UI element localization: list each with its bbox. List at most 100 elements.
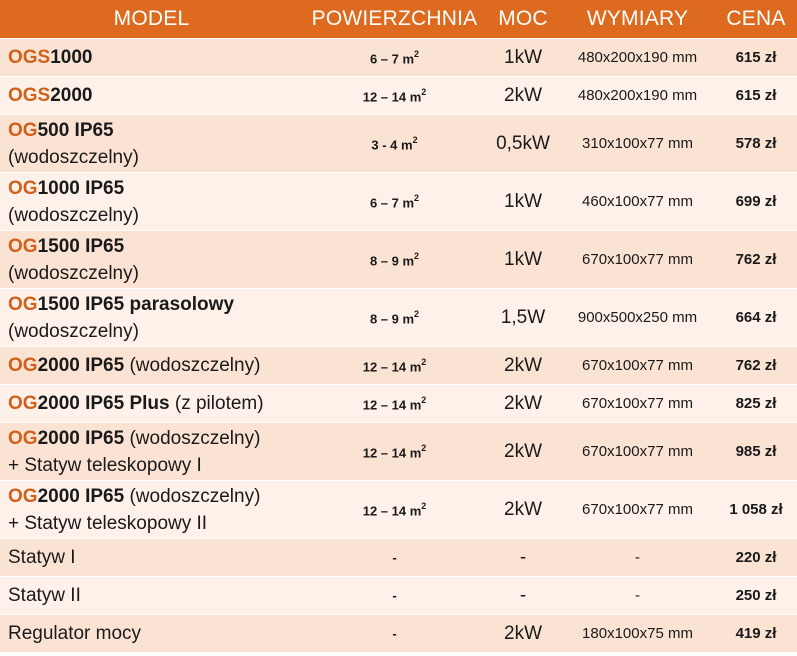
model-note: Statyw I [8, 547, 76, 568]
table-row: OG1500 IP65 (wodoszczelny) 8 – 9 m2 1kW 670x… [0, 230, 797, 288]
area-unit-exponent: 2 [414, 309, 420, 320]
model-cell: OG2000 IP65 (wodoszczelny) + Statyw teles… [0, 422, 303, 480]
dims-cell: 670x100x77 mm [560, 346, 715, 384]
price-cell: 615 zł [715, 76, 797, 114]
area-unit-exponent: 2 [421, 443, 427, 454]
dims-cell: 480x200x190 mm [560, 38, 715, 76]
price-cell: 419 zł [715, 614, 797, 652]
area-value: 3 - 4 m [371, 137, 413, 153]
header-dims: WYMIARY [560, 0, 715, 38]
table-row: OG2000 IP65 (wodoszczelny) 12 – 14 m2 2kW 6… [0, 346, 797, 384]
power-cell: 1,5W [486, 288, 560, 346]
header-row: MODEL POWIERZCHNIA MOC WYMIARY CENA [0, 0, 797, 38]
power-cell: - [486, 576, 560, 614]
model-prefix: OG [8, 293, 38, 315]
model-prefix: OGS [8, 85, 51, 106]
area-cell: - [303, 538, 486, 576]
power-cell: 1kW [486, 230, 560, 288]
model-line2: + Statyw teleskopowy I [8, 454, 202, 476]
model-note: (z pilotem) [169, 393, 264, 414]
model-note: Statyw II [8, 585, 81, 606]
area-value: 12 – 14 m [362, 359, 422, 375]
model-cell: OG1500 IP65 (wodoszczelny) [0, 230, 303, 288]
table-row: OG1500 IP65 parasolowy (wodoszczelny) 8 –… [0, 288, 797, 346]
model-prefix: OG [8, 119, 38, 141]
area-unit-exponent: 2 [421, 395, 427, 406]
power-cell: 1kW [486, 38, 560, 76]
table-row: OG500 IP65 (wodoszczelny) 3 - 4 m2 0,5kW 310… [0, 114, 797, 172]
area-cell: 8 – 9 m2 [303, 288, 486, 346]
area-unit-exponent: 2 [421, 87, 427, 98]
model-note: (wodoszczelny) [124, 427, 261, 449]
area-value: 12 – 14 m [362, 503, 422, 519]
model-cell: OGS1000 [0, 38, 303, 76]
area-value: 12 – 14 m [362, 445, 422, 461]
model-line2: (wodoszczelny) [8, 320, 139, 342]
price-cell: 1 058 zł [715, 480, 797, 538]
model-cell: OG1500 IP65 parasolowy (wodoszczelny) [0, 288, 303, 346]
model-cell: OG2000 IP65 (wodoszczelny) + Statyw teles… [0, 480, 303, 538]
power-cell: - [486, 538, 560, 576]
price-cell: 615 zł [715, 38, 797, 76]
area-value: 6 – 7 m [369, 195, 415, 211]
area-cell: 12 – 14 m2 [303, 76, 486, 114]
model-cell: OGS2000 [0, 76, 303, 114]
power-cell: 2kW [486, 614, 560, 652]
model-note: (wodoszczelny) [124, 355, 261, 376]
power-cell: 1kW [486, 172, 560, 230]
area-value: 12 – 14 m [362, 89, 422, 105]
header-model: MODEL [0, 0, 303, 38]
area-unit-exponent: 2 [414, 49, 420, 60]
model-prefix: OG [8, 393, 38, 414]
model-line2: (wodoszczelny) [8, 146, 139, 168]
area-value: - [392, 588, 397, 603]
area-cell: 12 – 14 m2 [303, 422, 486, 480]
area-unit-exponent: 2 [414, 193, 420, 204]
table-row: OG2000 IP65 (wodoszczelny) + Statyw teles… [0, 422, 797, 480]
power-cell: 2kW [486, 480, 560, 538]
model-name: 2000 IP65 Plus [37, 393, 170, 414]
price-cell: 220 zł [715, 538, 797, 576]
model-cell: Statyw II [0, 576, 303, 614]
table-row: OG2000 IP65 (wodoszczelny) + Statyw teles… [0, 480, 797, 538]
area-cell: 12 – 14 m2 [303, 384, 486, 422]
area-value: 8 – 9 m [369, 253, 415, 269]
area-value: 12 – 14 m [362, 397, 422, 413]
area-value: 8 – 9 m [369, 311, 415, 327]
area-cell: 6 – 7 m2 [303, 172, 486, 230]
area-unit-exponent: 2 [414, 251, 420, 262]
area-cell: 6 – 7 m2 [303, 38, 486, 76]
dims-cell: 180x100x75 mm [560, 614, 715, 652]
model-cell: OG2000 IP65 (wodoszczelny) [0, 346, 303, 384]
dims-cell: 310x100x77 mm [560, 114, 715, 172]
area-cell: 12 – 14 m2 [303, 480, 486, 538]
power-cell: 0,5kW [486, 114, 560, 172]
power-cell: 2kW [486, 384, 560, 422]
dims-cell: 670x100x77 mm [560, 384, 715, 422]
power-cell: 2kW [486, 76, 560, 114]
dims-cell: 480x200x190 mm [560, 76, 715, 114]
model-prefix: OG [8, 355, 38, 376]
model-cell: Regulator mocy [0, 614, 303, 652]
model-name: 1500 IP65 parasolowy [37, 293, 235, 315]
model-name: 2000 IP65 [37, 485, 125, 507]
model-line2: (wodoszczelny) [8, 262, 139, 284]
price-cell: 699 zł [715, 172, 797, 230]
model-prefix: OG [8, 485, 38, 507]
table-row: Statyw II - - -250 zł [0, 576, 797, 614]
model-prefix: OGS [8, 47, 51, 68]
model-cell: Statyw I [0, 538, 303, 576]
model-name: 2000 IP65 [37, 355, 125, 376]
area-unit-exponent: 2 [412, 135, 418, 146]
model-prefix: OG [8, 177, 38, 199]
model-line2: + Statyw teleskopowy II [8, 512, 208, 534]
dims-cell: 460x100x77 mm [560, 172, 715, 230]
area-cell: - [303, 614, 486, 652]
dims-cell: - [560, 538, 715, 576]
table-row: OG1000 IP65 (wodoszczelny) 6 – 7 m2 1kW 460x… [0, 172, 797, 230]
price-cell: 762 zł [715, 230, 797, 288]
model-name: 1000 [50, 47, 93, 68]
price-cell: 762 zł [715, 346, 797, 384]
model-name: 1000 IP65 [37, 177, 125, 199]
table-row: OG2000 IP65 Plus (z pilotem) 12 – 14 m2 2k… [0, 384, 797, 422]
